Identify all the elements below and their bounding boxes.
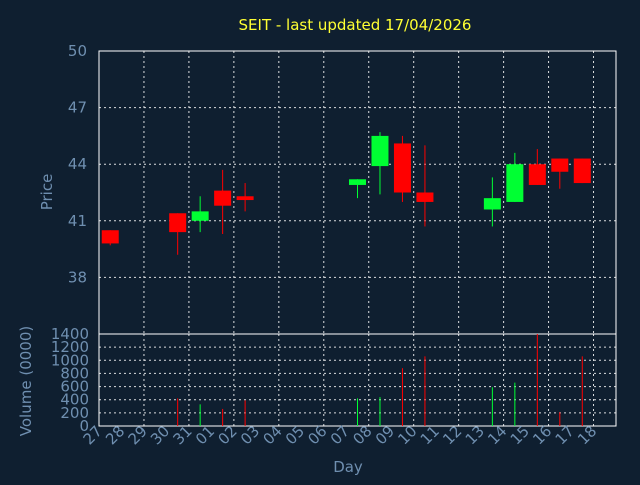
candle-body <box>573 158 591 184</box>
volume-tick-label: 400 <box>60 391 89 409</box>
candle-body <box>483 198 501 210</box>
price-tick-label: 41 <box>68 212 87 230</box>
candle-body <box>236 196 254 201</box>
candle-body <box>101 230 119 244</box>
volume-tick-label: 0 <box>79 417 89 435</box>
candle-body <box>506 164 524 202</box>
candle-body <box>169 213 187 233</box>
price-panel: 50 47 44 41 38 <box>68 42 617 335</box>
candle-body <box>371 135 389 167</box>
candle-body <box>349 179 366 185</box>
candle-body <box>214 190 232 206</box>
candle-body <box>416 192 434 202</box>
volume-axis-label: Volume (0000) <box>17 326 35 436</box>
volume-tick-label: 600 <box>60 378 89 396</box>
price-axis-label: Price <box>38 174 56 211</box>
volume-tick-label: 200 <box>60 404 89 422</box>
volume-tick-label: 1000 <box>51 351 89 369</box>
price-tick-label: 47 <box>68 99 87 117</box>
price-tick-label: 50 <box>68 42 87 60</box>
volume-tick-label: 800 <box>60 364 89 382</box>
candle-body <box>191 211 209 221</box>
x-tick-labels: 2728293031010203040506070809101112131415… <box>80 422 601 448</box>
price-tick-label: 44 <box>68 155 87 173</box>
volume-tick-label: 1400 <box>51 325 89 343</box>
candle-body <box>551 158 569 172</box>
x-axis-label: Day <box>333 458 363 476</box>
candle-body <box>393 143 411 193</box>
chart-title: SEIT - last updated 17/04/2026 <box>239 16 472 34</box>
price-tick-label: 38 <box>68 268 87 286</box>
candle-body <box>528 164 546 185</box>
volume-tick-label: 1200 <box>51 338 89 356</box>
